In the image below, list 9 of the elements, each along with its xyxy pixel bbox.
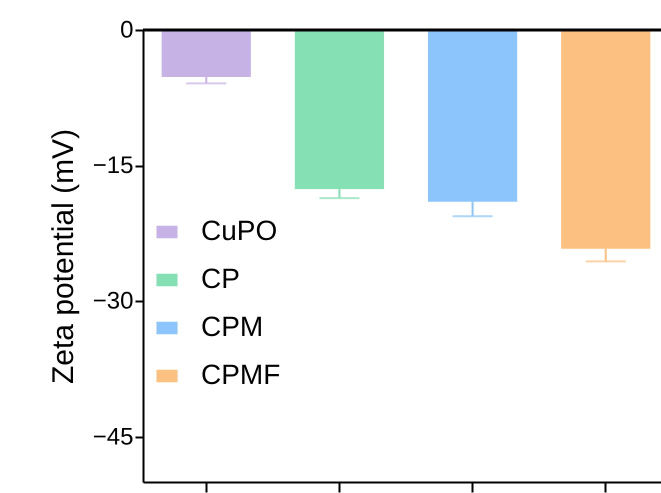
legend-label: CuPO — [201, 215, 278, 246]
y-axis-title: Zeta potential (mV) — [46, 128, 80, 384]
y-tick-label: −30 — [92, 288, 134, 315]
legend-label: CP — [201, 263, 240, 294]
legend-label: CPM — [201, 311, 264, 342]
y-tick-label: −45 — [92, 423, 134, 450]
legend-label: CPMF — [201, 359, 280, 390]
y-tick-label: −15 — [92, 152, 134, 180]
y-tick-label: 0 — [120, 16, 134, 44]
